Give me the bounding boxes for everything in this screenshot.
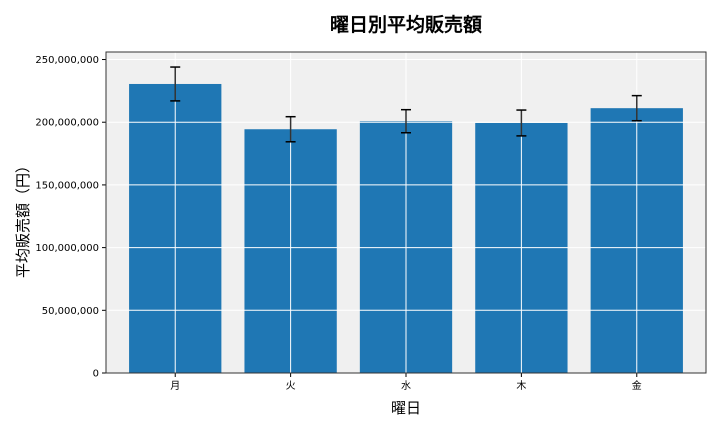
- y-tick-label: 250,000,000: [35, 55, 99, 66]
- y-tick-label: 50,000,000: [42, 306, 99, 317]
- x-tick-label: 水: [401, 380, 411, 392]
- y-tick-label: 200,000,000: [35, 118, 99, 129]
- x-tick-label: 金: [632, 379, 642, 392]
- plot-frame: [105, 51, 707, 374]
- x-axis-label: 曜日: [391, 399, 421, 417]
- chart-title: 曜日別平均販売額: [330, 13, 482, 36]
- x-tick-label: 月: [170, 380, 180, 392]
- x-tick-label: 木: [516, 380, 526, 392]
- y-tick-label: 0: [93, 369, 99, 380]
- x-tick-label: 火: [286, 380, 296, 392]
- y-tick-label: 150,000,000: [35, 180, 99, 191]
- y-axis-label: 平均販売額（円）: [14, 158, 32, 278]
- y-tick-label: 100,000,000: [35, 243, 99, 254]
